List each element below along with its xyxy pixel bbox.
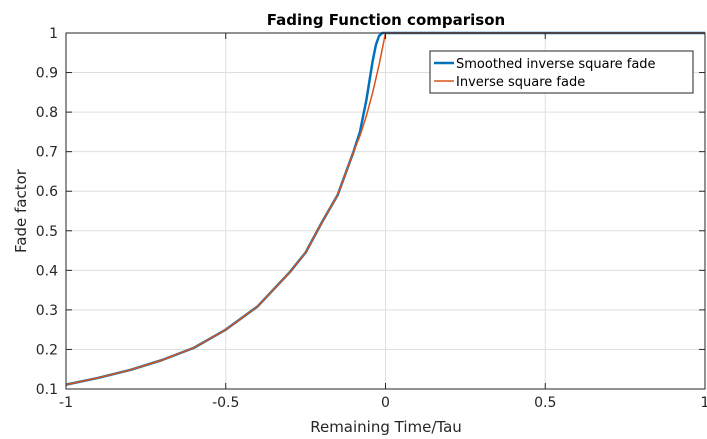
- x-tick-label: -0.5: [212, 395, 239, 411]
- y-tick-label: 0.1: [36, 382, 58, 398]
- x-tick-label: 1: [701, 395, 707, 411]
- y-tick-label: 0.6: [36, 184, 58, 200]
- legend: Smoothed inverse square fade Inverse squ…: [429, 50, 694, 94]
- y-tick-label: 0.9: [36, 66, 58, 82]
- y-tick-label: 0.7: [36, 145, 58, 161]
- y-axis-label: Fade factor: [12, 168, 30, 253]
- legend-label-inverse: Inverse square fade: [456, 75, 585, 90]
- y-tick-label: 0.4: [36, 263, 58, 279]
- x-tick-label: -1: [59, 395, 73, 411]
- legend-box: [429, 50, 694, 94]
- axis-ticks: -1 -0.5 0 0.5 1 0.1 0.2 0.3 0.4 0.5 0.6 0.7 0.8 0.9 1: [36, 26, 707, 411]
- x-axis-label: Remaining Time/Tau: [310, 418, 462, 436]
- x-tick-label: 0: [381, 395, 390, 411]
- chart-title: Fading Function comparison: [267, 11, 505, 29]
- x-tick-label: 0.5: [534, 395, 556, 411]
- y-tick-label: 0.3: [36, 303, 58, 319]
- y-tick-label: 0.8: [36, 105, 58, 121]
- y-tick-label: 0.5: [36, 224, 58, 240]
- legend-label-smoothed: Smoothed inverse square fade: [456, 57, 656, 72]
- y-tick-label: 1: [49, 26, 58, 42]
- y-tick-label: 0.2: [36, 342, 58, 358]
